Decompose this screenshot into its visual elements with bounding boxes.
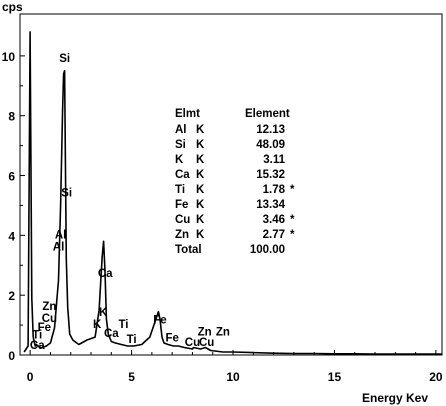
table-line-cell: K — [196, 124, 205, 136]
table-value-cell: 48.09 — [256, 139, 285, 151]
peak-label: Zn — [198, 327, 212, 339]
table-value-cell: 15.32 — [256, 169, 285, 181]
table-elmt-cell: Cu — [175, 214, 190, 226]
table-elmt-cell: Al — [175, 124, 187, 136]
x-axis-label: Energy Kev — [362, 391, 428, 405]
peak-label: Ti — [118, 319, 128, 331]
peak-label: Fe — [165, 333, 178, 345]
table-value-cell: 3.46 — [263, 214, 285, 226]
x-tick-label: 20 — [429, 370, 443, 384]
peak-label: Cu — [42, 313, 57, 325]
table-elmt-cell: Ca — [175, 169, 190, 181]
peak-label: Ca — [30, 340, 45, 352]
table-value-cell: 12.13 — [256, 124, 285, 136]
x-axis-ticks: 0 5 10 15 20 — [27, 350, 443, 384]
peak-label: Si — [61, 187, 72, 199]
y-tick-label: 6 — [8, 170, 15, 184]
table-line-cell: K — [196, 199, 205, 211]
y-tick-label: 4 — [8, 229, 15, 243]
y-tick-label: 8 — [8, 110, 15, 124]
y-tick-label: 2 — [8, 289, 15, 303]
table-total-label: Total — [175, 244, 202, 256]
peak-label: Si — [59, 53, 70, 65]
peak-label: Al — [53, 241, 65, 253]
table-flag-cell: * — [290, 229, 295, 241]
table-line-cell: K — [196, 184, 205, 196]
table-line-cell: K — [196, 169, 205, 181]
table-line-cell: K — [196, 139, 205, 151]
table-total-value: 100.00 — [250, 244, 285, 256]
y-tick-label: 10 — [2, 50, 16, 64]
peak-label: K — [93, 319, 102, 331]
table-elmt-cell: Ti — [175, 184, 185, 196]
y-axis-label: cps — [2, 0, 23, 14]
y-axis-ticks: 0 2 4 6 8 10 — [2, 50, 25, 363]
peak-label: Fe — [153, 315, 166, 327]
x-tick-label: 10 — [226, 370, 240, 384]
plot-frame — [19, 13, 443, 356]
peak-label: Ca — [104, 328, 119, 340]
table-line-cell: K — [196, 214, 205, 226]
table-elmt-cell: Fe — [175, 199, 188, 211]
table-elmt-cell: Zn — [175, 229, 189, 241]
table-line-cell: K — [196, 229, 205, 241]
peak-label: Cu — [199, 337, 214, 349]
x-tick-label: 5 — [128, 370, 135, 384]
table-header-element: Element — [245, 108, 290, 120]
table-flag-cell: * — [290, 184, 295, 196]
table-value-cell: 2.77 — [263, 229, 285, 241]
peak-label: K — [99, 307, 108, 319]
peak-label: Cu — [185, 337, 200, 349]
table-value-cell: 3.11 — [263, 154, 285, 166]
x-tick-label: 15 — [328, 370, 342, 384]
peak-label: Ti — [32, 330, 42, 342]
table-elmt-cell: Si — [175, 139, 186, 151]
y-tick-label: 0 — [8, 349, 15, 363]
table-flag-cell: * — [290, 214, 295, 226]
table-value-cell: 13.34 — [256, 199, 285, 211]
peak-label: Al — [55, 229, 67, 241]
table-line-cell: K — [196, 154, 205, 166]
spectrum-line — [23, 31, 442, 355]
table-value-cell: 1.78 — [263, 184, 286, 196]
peak-label: Ti — [127, 334, 137, 346]
table-elmt-cell: K — [175, 154, 184, 166]
peak-label: Zn — [216, 327, 230, 339]
table-header-elmt: Elmt — [175, 108, 200, 120]
x-tick-label: 0 — [27, 370, 34, 384]
peak-label: Fe — [38, 322, 51, 334]
peak-label: Ca — [98, 268, 113, 280]
peak-label: Zn — [42, 301, 56, 313]
